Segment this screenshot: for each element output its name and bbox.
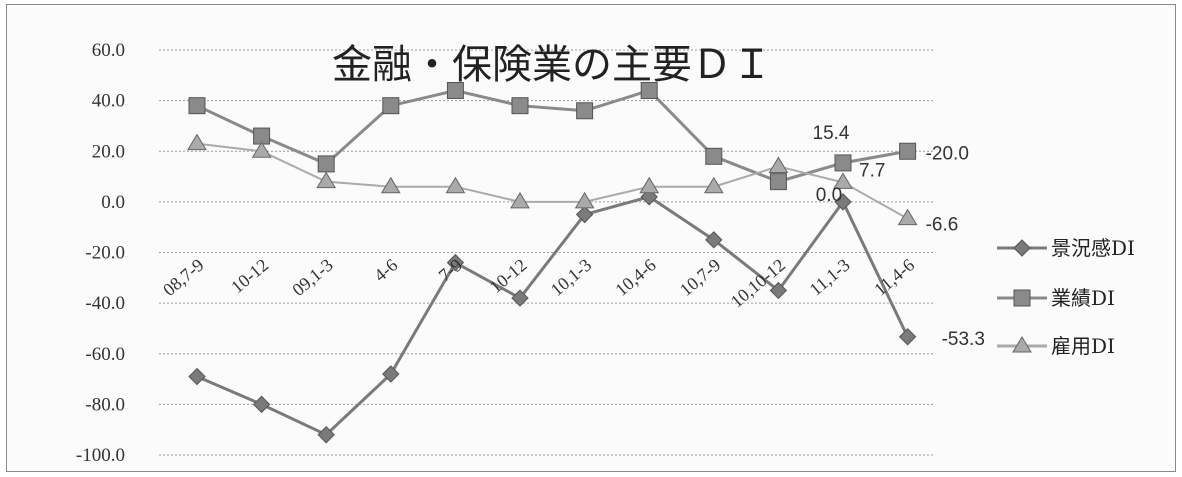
triangle-marker xyxy=(380,176,401,194)
square-marker xyxy=(769,173,787,191)
series-line xyxy=(196,195,909,437)
diamond-marker xyxy=(511,289,529,307)
y-tick-label: 40.0 xyxy=(92,91,125,112)
legend-label: 雇用DI xyxy=(1051,334,1115,358)
triangle-marker xyxy=(316,171,337,189)
diamond-marker xyxy=(317,426,335,444)
square-marker xyxy=(834,154,852,172)
triangle-marker xyxy=(251,141,272,158)
series-3 xyxy=(187,133,918,226)
series-lines xyxy=(187,82,918,444)
triangle-marker xyxy=(897,208,918,226)
legend-item: 雇用DI xyxy=(997,334,1115,358)
data-label: -53.3 xyxy=(942,329,985,350)
chart-title: 金融・保険業の主要ＤＩ xyxy=(332,42,772,88)
legend-item: 業績DI xyxy=(997,286,1115,310)
y-tick-label: 20.0 xyxy=(92,141,125,162)
diamond-marker xyxy=(1013,239,1031,257)
diamond-marker xyxy=(834,193,852,211)
y-tick-label: -20.0 xyxy=(85,243,125,264)
x-tick-label: 11,1-3 xyxy=(806,255,854,300)
diamond-marker xyxy=(575,205,594,224)
x-tick-label: 11,4-6 xyxy=(870,255,918,300)
data-label: -6.6 xyxy=(926,215,959,236)
square-marker xyxy=(511,97,529,115)
square-marker xyxy=(640,82,658,99)
diamond-marker xyxy=(705,231,723,249)
triangle-marker xyxy=(187,133,207,151)
y-axis-ticks: 60.0 40.0 20.0 0.0 -20.0 -40.0 -60.0 -80.0 -100.… xyxy=(76,40,125,466)
diamond-marker xyxy=(252,395,271,414)
data-label: -20.0 xyxy=(926,143,969,164)
x-tick-label: 08,7-9 xyxy=(159,255,207,300)
chart-frame: 60.0 40.0 20.0 0.0 -20.0 -40.0 -60.0 -80.0 -100.… xyxy=(6,4,1176,472)
series-line xyxy=(196,142,909,220)
triangle-marker xyxy=(445,176,466,194)
triangle-marker xyxy=(510,191,530,209)
data-label: 0.0 xyxy=(816,185,842,206)
diamond-marker xyxy=(769,281,788,300)
square-marker xyxy=(576,102,594,120)
legend: 景況感DI 業績DI 雇用DI xyxy=(997,236,1135,358)
x-tick-label: 09,1-3 xyxy=(288,255,336,300)
x-tick-label: 10,1-3 xyxy=(547,255,595,300)
series-1 xyxy=(188,188,917,444)
x-tick-label: 10-12 xyxy=(227,255,272,297)
data-label: 15.4 xyxy=(813,123,850,144)
square-marker xyxy=(382,97,400,115)
diamond-marker xyxy=(188,367,206,386)
legend-item: 景況感DI xyxy=(997,236,1135,260)
triangle-marker xyxy=(703,176,724,194)
y-tick-label: -60.0 xyxy=(85,344,125,365)
data-label: 7.7 xyxy=(859,160,885,181)
triangle-marker xyxy=(574,191,595,209)
x-tick-label: 4-6 xyxy=(370,255,401,286)
diamond-marker xyxy=(446,253,465,272)
y-tick-label: -80.0 xyxy=(85,394,125,415)
square-marker xyxy=(899,142,917,160)
legend-label: 業績DI xyxy=(1051,286,1115,310)
series-line xyxy=(196,88,908,184)
x-tick-label: 10,7-9 xyxy=(676,255,724,300)
square-marker xyxy=(188,97,206,115)
y-tick-label: 0.0 xyxy=(101,192,125,213)
x-tick-label: 7-9 xyxy=(435,255,466,286)
legend-label: 景況感DI xyxy=(1051,236,1135,260)
square-marker xyxy=(1013,289,1031,307)
triangle-marker xyxy=(639,176,660,194)
diamond-marker xyxy=(382,365,400,383)
gridlines xyxy=(159,49,935,456)
square-marker xyxy=(446,82,464,99)
triangle-marker xyxy=(833,172,853,189)
data-labels: 15.4 -20.0 7.7 -6.6 0.0 -53.3 xyxy=(813,123,985,350)
diamond-marker xyxy=(898,328,917,346)
triangle-marker xyxy=(1012,336,1032,353)
line-chart: 60.0 40.0 20.0 0.0 -20.0 -40.0 -60.0 -80.0 -100.… xyxy=(76,40,1135,466)
y-tick-label: -100.0 xyxy=(76,445,125,466)
y-tick-label: 60.0 xyxy=(92,40,125,61)
x-tick-label: 10,4-6 xyxy=(611,255,659,300)
square-marker xyxy=(705,147,723,165)
y-tick-label: -40.0 xyxy=(85,293,125,314)
series-2 xyxy=(188,82,917,191)
square-marker xyxy=(317,155,335,173)
triangle-marker xyxy=(768,156,789,173)
